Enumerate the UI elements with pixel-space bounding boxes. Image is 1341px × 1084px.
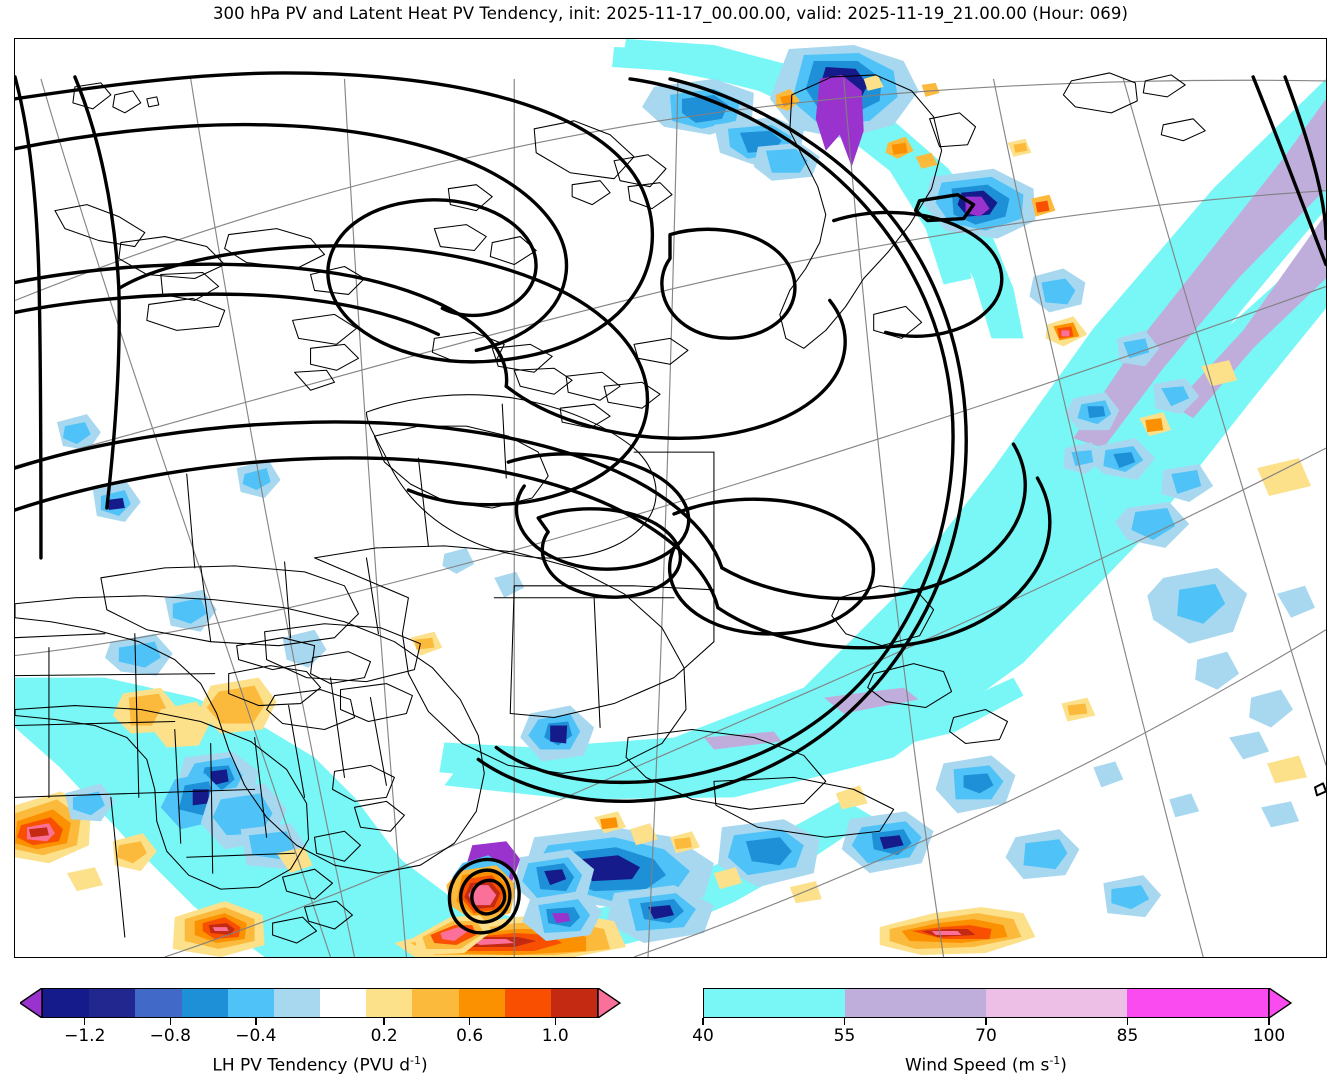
colorbar-lh-ticks (42, 1018, 598, 1026)
coastlines (15, 72, 1206, 944)
colorbar-segment-8 (412, 989, 459, 1017)
colorbar-tick (1126, 1018, 1129, 1025)
colorbar-lh-title: LH PV Tendency (PVU d-1) (42, 1054, 598, 1076)
colorbar-segment-1 (845, 989, 986, 1017)
colorbar-segment-11 (550, 989, 598, 1017)
colorbar-ticklabel: −1.2 (64, 1026, 106, 1046)
colorbar-wind-extend-max (1269, 988, 1292, 1018)
colorbar-wind-title-tail: ) (1060, 1055, 1067, 1076)
colorbar-lh-title-tail: ) (421, 1055, 428, 1076)
colorbar-segment-2 (135, 989, 182, 1017)
colorbar-tick (255, 1018, 257, 1025)
colorbar-segment-3 (1127, 989, 1268, 1017)
colorbar-ticklabel: 55 (833, 1026, 856, 1046)
pv-contours (15, 71, 1326, 935)
colorbar-lh-extend-min (20, 988, 43, 1018)
colorbar-ticklabel: −0.8 (149, 1026, 191, 1046)
figure-title: 300 hPa PV and Latent Heat PV Tendency, … (212, 4, 1129, 23)
colorbar-segment-9 (458, 989, 505, 1017)
colorbar-ticklabel: −0.4 (235, 1026, 277, 1046)
colorbar-lh-title-text: LH PV Tendency (PVU d (212, 1055, 411, 1076)
colorbar-lh-pv-tendency: −1.2 −0.8 −0.4 0.2 0.6 1.0 LH PV Tendency (PV… (20, 988, 621, 1076)
colorbar-wind-ticks (702, 1018, 1270, 1026)
colorbar-lh-title-exp: -1 (410, 1054, 421, 1067)
colorbar-tick (383, 1018, 385, 1025)
map-canvas (15, 39, 1326, 957)
colorbar-wind-ticklabels: 40 55 70 85 100 (692, 1026, 1285, 1050)
colorbar-tick (1268, 1018, 1270, 1025)
colorbar-tick (554, 1018, 556, 1025)
colorbar-tick (702, 1018, 704, 1025)
colorbar-segment-5 (273, 989, 321, 1017)
colorbar-segment-0 (704, 989, 845, 1017)
colorbar-segment-6 (320, 989, 367, 1017)
colorbar-tick (843, 1018, 846, 1025)
colorbar-ticklabel: 100 (1252, 1026, 1286, 1046)
colorbar-lh-extend-max (598, 988, 621, 1018)
colorbar-tick (84, 1018, 86, 1025)
colorbar-wind-speed: 40 55 70 85 100 Wind Speed (m s-1) (692, 988, 1292, 1076)
colorbar-ticklabel: 70 (975, 1026, 997, 1046)
colorbar-tick (985, 1018, 987, 1025)
colorbar-wind-body (703, 988, 1269, 1018)
colorbar-ticklabel: 40 (692, 1026, 714, 1046)
colorbar-ticklabel: 0.2 (370, 1026, 398, 1046)
colorbar-lh-ticklabels: −1.2 −0.8 −0.4 0.2 0.6 1.0 (42, 1026, 598, 1050)
colorbar-segment-2 (986, 989, 1127, 1017)
colorbar-segment-4 (227, 989, 274, 1017)
colorbar-segment-1 (89, 989, 136, 1017)
colorbar-segment-0 (43, 989, 90, 1017)
colorbar-wind-title: Wind Speed (m s-1) (703, 1054, 1269, 1076)
colorbar-ticklabel: 85 (1116, 1026, 1139, 1046)
colorbar-lh-body (42, 988, 598, 1018)
map-panel[interactable] (14, 38, 1327, 958)
colorbar-wind-title-exp: -1 (1049, 1054, 1061, 1067)
colorbar-tick (468, 1018, 471, 1025)
colorbar-tick (169, 1018, 171, 1025)
colorbar-segment-10 (504, 989, 551, 1017)
colorbar-wind-title-text: Wind Speed (m s (905, 1055, 1050, 1076)
colorbar-segment-3 (181, 989, 228, 1017)
colorbar-segment-7 (366, 989, 413, 1017)
colorbar-ticklabel: 0.6 (456, 1026, 484, 1046)
colorbar-ticklabel: 1.0 (541, 1026, 569, 1046)
